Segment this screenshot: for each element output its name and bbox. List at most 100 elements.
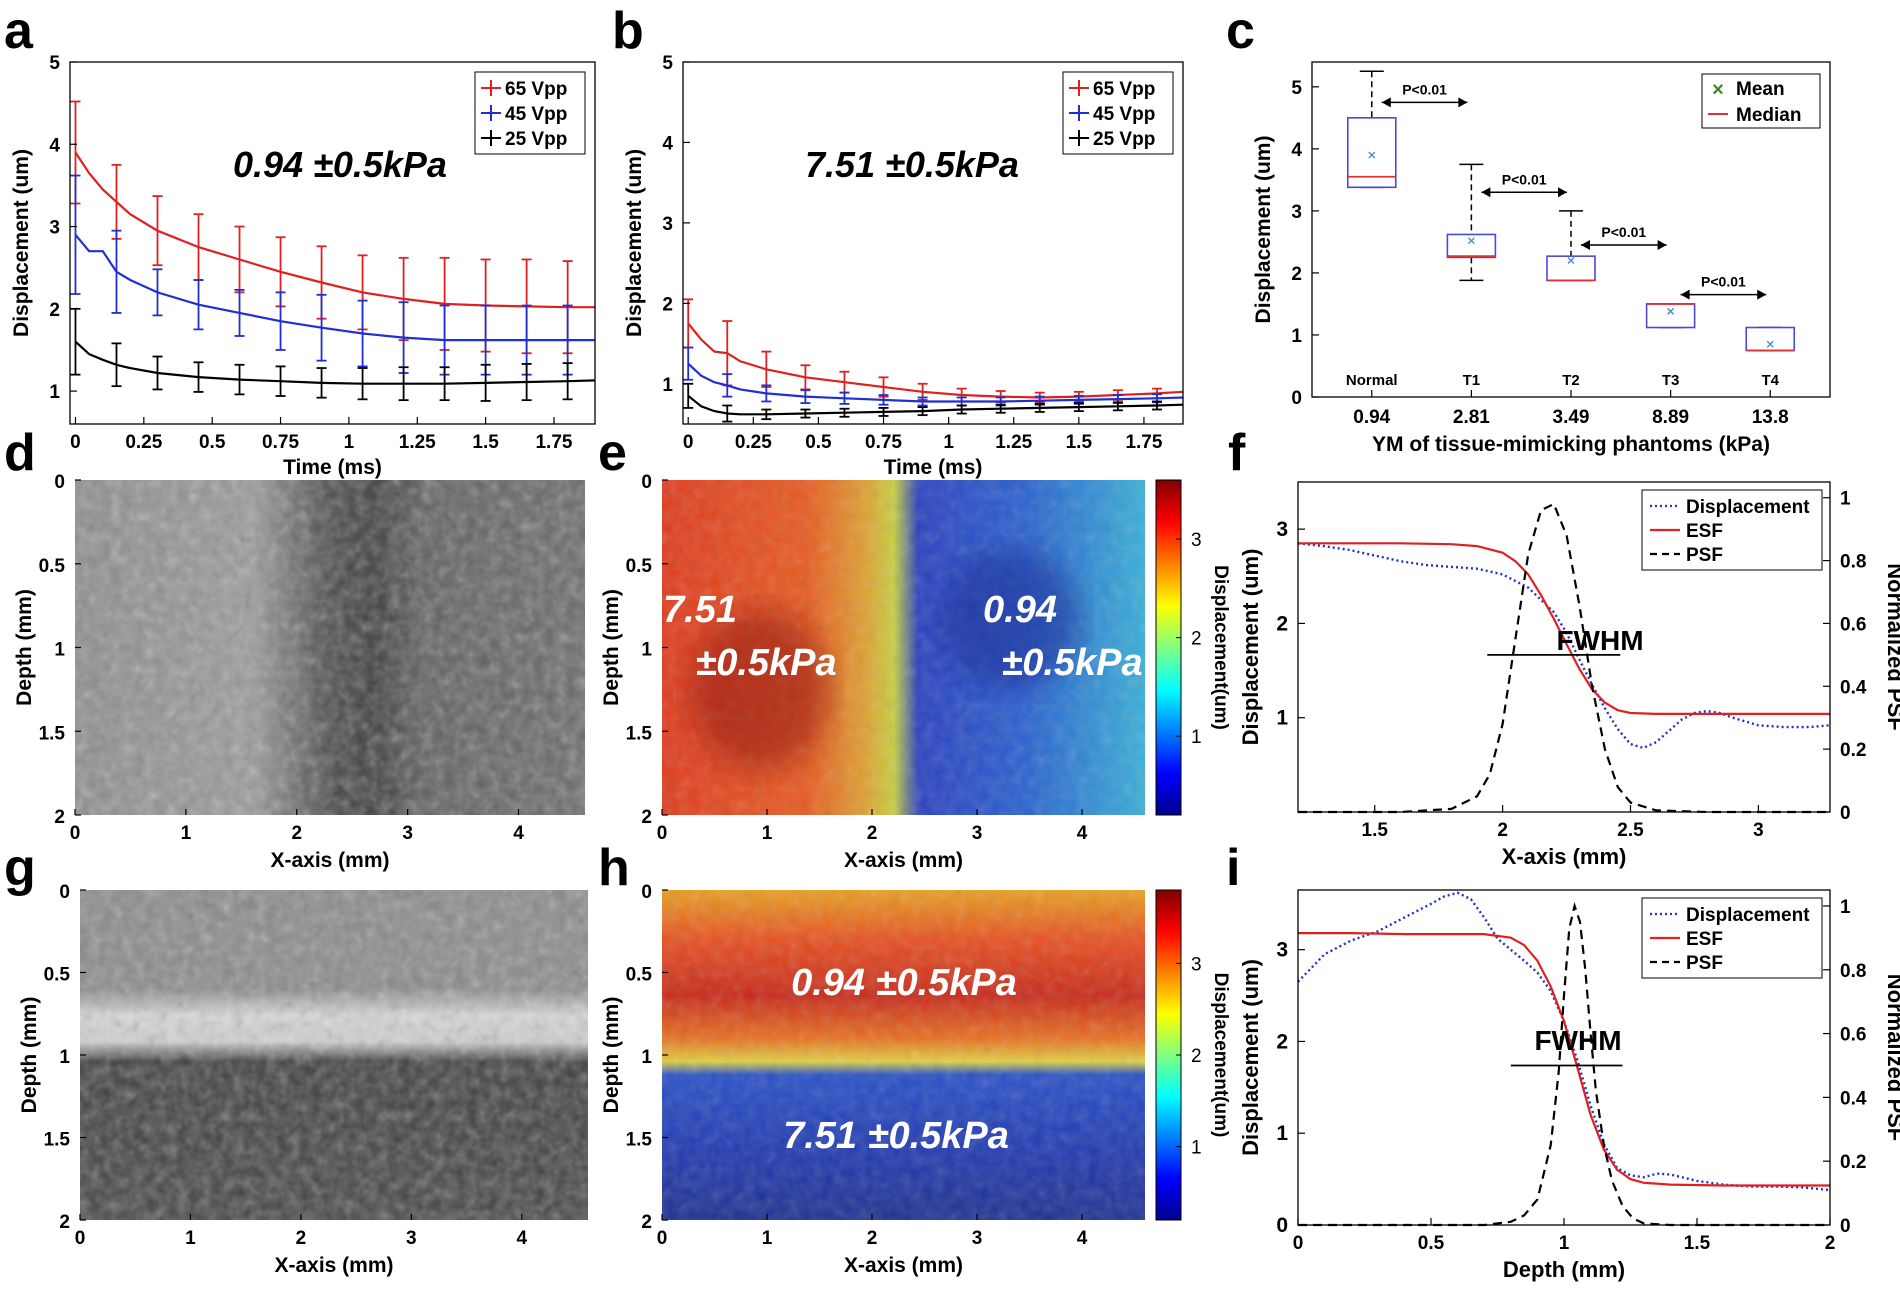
x-tick-label: 0 <box>75 1228 86 1249</box>
box-iqr <box>1645 303 1696 329</box>
panel-letter-h: h <box>598 839 630 897</box>
y-axis-label: Displacement (um) <box>1238 959 1263 1156</box>
stiffness-annotation: 7.51 ±0.5kPa <box>805 144 1019 185</box>
legend-label: 45 Vpp <box>1093 104 1155 125</box>
x-axis-label: YM of tissue-mimicking phantoms (kPa) <box>1372 433 1770 456</box>
category-label: T3 <box>1662 372 1680 389</box>
category-label: Normal <box>1346 372 1398 389</box>
panel-b: 0 0.25 0.5 0.75 1 1.25 1.5 1.75 1 2 3 4 5 Time (ms) Di… <box>623 53 1184 479</box>
region-label-right: ±0.5kPa <box>1001 642 1142 684</box>
x-axis-label: Time (ms) <box>283 456 382 479</box>
y-tick-label: 0 <box>1291 388 1302 409</box>
x-tick-label: 4 <box>516 1228 527 1249</box>
mean-marker <box>1667 307 1675 315</box>
panel-letter-b: b <box>612 2 644 60</box>
y2-tick-label: 0.8 <box>1840 552 1866 573</box>
stiffness-annotation: 0.94 ±0.5kPa <box>233 144 447 185</box>
box-iqr <box>1745 326 1796 352</box>
x-tick-label: 13.8 <box>1752 407 1789 428</box>
arrow-head <box>1680 289 1690 300</box>
panel-letter-a: a <box>4 2 34 60</box>
significance-bracket: P<0.01 <box>1680 274 1767 300</box>
y-tick-label: 0.5 <box>39 556 66 577</box>
y-tick-label: 4 <box>49 135 60 156</box>
legend-label: ESF <box>1686 929 1723 950</box>
y-tick-label: 0 <box>641 882 652 903</box>
series-25-Vpp <box>70 307 596 402</box>
y-tick-label: 2 <box>641 807 652 828</box>
x-tick-label: 3 <box>972 1228 983 1249</box>
x-tick-label: 1.75 <box>535 432 572 453</box>
y-tick-label: 1.5 <box>626 723 653 744</box>
legend-label: PSF <box>1686 545 1723 566</box>
series-esf <box>1298 542 1830 716</box>
y2-axis-label: Normalized PSF <box>1883 563 1900 730</box>
p-value-label: P<0.01 <box>1701 274 1746 290</box>
y-tick-label: 0 <box>59 882 70 903</box>
y2-tick-label: 1 <box>1840 897 1851 918</box>
y-axis-label: Displacement (um) <box>623 149 646 337</box>
colorbar-label: Displacement(um) <box>1210 973 1231 1138</box>
box-iqr <box>1546 255 1596 282</box>
series-displacement <box>1297 891 1831 1192</box>
x-tick-label: 1 <box>344 432 355 453</box>
colorbar-tick-label: 3 <box>1191 954 1202 975</box>
p-value-label: P<0.01 <box>1601 224 1646 240</box>
x-tick-label: 0.25 <box>125 432 162 453</box>
colorbar-tick-label: 2 <box>1191 1046 1202 1067</box>
x-tick-label: 0 <box>70 432 81 453</box>
arrow-head <box>1481 187 1491 198</box>
x-tick-label: 0.25 <box>735 432 772 453</box>
legend-label: PSF <box>1686 953 1723 974</box>
x-tick-label: 4 <box>1077 1228 1088 1249</box>
y-tick-label: 1 <box>1276 1122 1288 1145</box>
y-tick-label: 1 <box>1291 326 1302 347</box>
axes-frame <box>1297 481 1831 813</box>
y-tick-label: 2 <box>59 1212 70 1233</box>
x-tick-label: 2 <box>291 823 302 844</box>
x-axis-label: Time (ms) <box>884 456 983 479</box>
legend-label: ESF <box>1686 521 1723 542</box>
y-tick-label: 0.5 <box>626 965 653 986</box>
legend-label: Mean <box>1736 79 1785 100</box>
category-label: T2 <box>1562 372 1580 389</box>
legend-label: Displacement <box>1686 497 1810 518</box>
y2-tick-label: 0.8 <box>1840 961 1866 982</box>
significance-bracket: P<0.01 <box>1581 224 1667 251</box>
y-tick-label: 3 <box>1276 518 1288 541</box>
y-tick-label: 1 <box>662 375 673 396</box>
x-tick-label: 3.49 <box>1553 407 1590 428</box>
x-tick-label: 1.25 <box>399 432 436 453</box>
y2-tick-label: 0 <box>1840 803 1851 824</box>
x-tick-label: 2 <box>1497 820 1508 841</box>
arrow-head <box>1757 289 1767 300</box>
mean-marker <box>1467 237 1475 245</box>
y-axis-label: Displacement (um) <box>1238 549 1263 746</box>
y2-tick-label: 0 <box>1840 1216 1851 1237</box>
axes-frame <box>1311 61 1831 398</box>
x-tick-label: 1 <box>181 823 192 844</box>
y-tick-label: 4 <box>1291 140 1302 161</box>
box-iqr <box>1346 117 1397 189</box>
arrow-head <box>1657 240 1667 251</box>
x-tick-label: 3 <box>1753 820 1764 841</box>
y-tick-label: 0 <box>641 472 652 493</box>
y-tick-label: 2 <box>54 807 65 828</box>
x-tick-label: 1.5 <box>472 432 499 453</box>
region-label-right: 0.94 <box>983 589 1057 631</box>
x-tick-label: 1 <box>1559 1233 1570 1254</box>
x-tick-label: 2.5 <box>1617 820 1644 841</box>
legend-label: 65 Vpp <box>505 79 567 100</box>
x-axis-label: X-axis (mm) <box>1502 844 1627 869</box>
y-tick-label: 1.5 <box>39 723 66 744</box>
speckle-texture <box>75 480 585 815</box>
colorbar-label: Displacement(um) <box>1210 565 1231 730</box>
x-tick-label: 1.5 <box>1684 1233 1711 1254</box>
box-Normal: Normal 0.94 <box>1346 70 1398 428</box>
x-tick-label: 0 <box>1293 1233 1304 1254</box>
colorbar-tick-label: 1 <box>1191 1138 1202 1159</box>
y-tick-label: 5 <box>1291 78 1302 99</box>
y2-tick-label: 0.4 <box>1840 1088 1867 1109</box>
colorbar-tick-label: 3 <box>1191 530 1202 551</box>
y2-tick-label: 0.4 <box>1840 677 1867 698</box>
